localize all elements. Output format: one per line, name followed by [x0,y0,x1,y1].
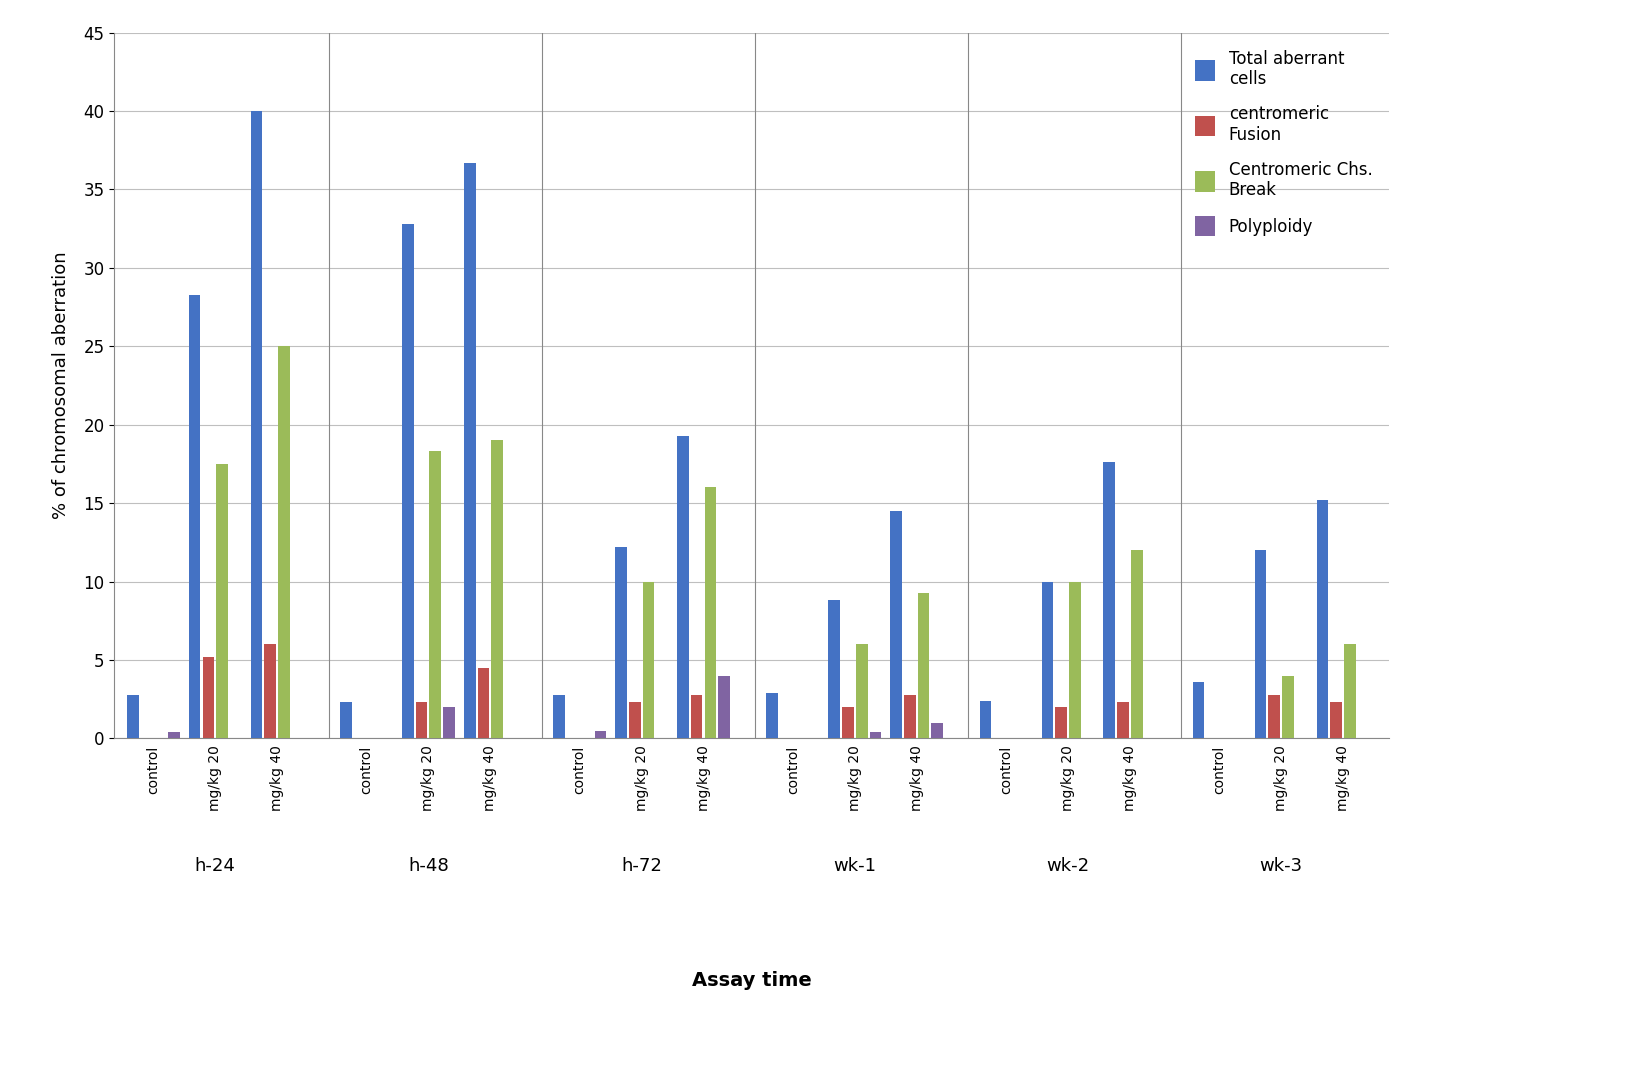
Bar [430,452,441,738]
Bar [278,346,289,738]
Bar [1317,500,1328,738]
Bar [642,582,654,738]
Bar [766,693,778,738]
Bar [127,695,139,738]
Bar [1255,551,1266,738]
Bar [842,707,853,738]
Bar [168,732,180,738]
Bar [595,731,606,738]
Bar [402,224,413,738]
Bar [1283,675,1294,738]
Bar [1103,463,1114,738]
Bar [1131,551,1142,738]
Bar [554,695,565,738]
Bar [1268,695,1279,738]
Bar [190,294,201,738]
Bar [629,703,641,738]
Bar [931,723,943,738]
Bar [904,695,915,738]
Bar [1118,703,1129,738]
Bar [216,464,229,738]
Bar [250,111,263,738]
Bar [891,512,902,738]
Bar [980,700,992,738]
Y-axis label: % of chromosomal aberration: % of chromosomal aberration [52,252,70,519]
Bar [704,488,716,738]
Bar [1330,703,1342,738]
Bar [828,601,840,738]
Bar [1345,644,1356,738]
Bar [265,644,276,738]
Bar [691,695,703,738]
Bar [918,593,930,738]
Bar [869,732,881,738]
Bar [492,441,503,738]
Bar [614,547,627,738]
Bar [1069,582,1080,738]
Bar [203,657,214,738]
Bar [719,675,730,738]
Bar [1056,707,1067,738]
Bar [340,703,351,738]
Bar [1041,582,1054,738]
Bar [477,668,489,738]
Bar [856,644,868,738]
X-axis label: Assay time: Assay time [691,971,812,990]
Bar [464,163,475,738]
Bar [676,435,688,738]
Bar [415,703,428,738]
Bar [443,707,454,738]
Legend: Total aberrant
cells, centromeric
Fusion, Centromeric Chs.
Break, Polyploidy: Total aberrant cells, centromeric Fusion… [1190,43,1379,243]
Bar [1193,682,1204,738]
